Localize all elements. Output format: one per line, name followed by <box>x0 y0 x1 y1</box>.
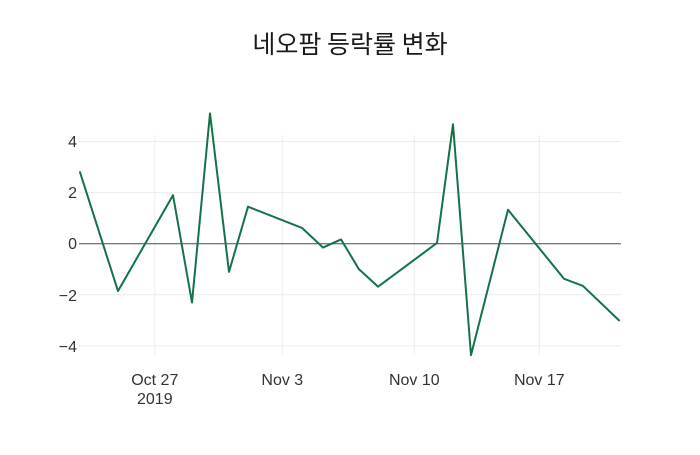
svg-text:−2: −2 <box>59 288 77 305</box>
svg-text:Nov 3: Nov 3 <box>261 372 303 389</box>
svg-text:Nov 17: Nov 17 <box>514 372 565 389</box>
svg-text:0: 0 <box>68 236 77 253</box>
svg-text:4: 4 <box>68 134 77 151</box>
svg-text:Nov 10: Nov 10 <box>389 372 440 389</box>
svg-text:2: 2 <box>68 185 77 202</box>
svg-text:Oct 27: Oct 27 <box>131 372 178 389</box>
svg-text:2019: 2019 <box>137 391 173 408</box>
svg-text:−4: −4 <box>59 339 77 356</box>
